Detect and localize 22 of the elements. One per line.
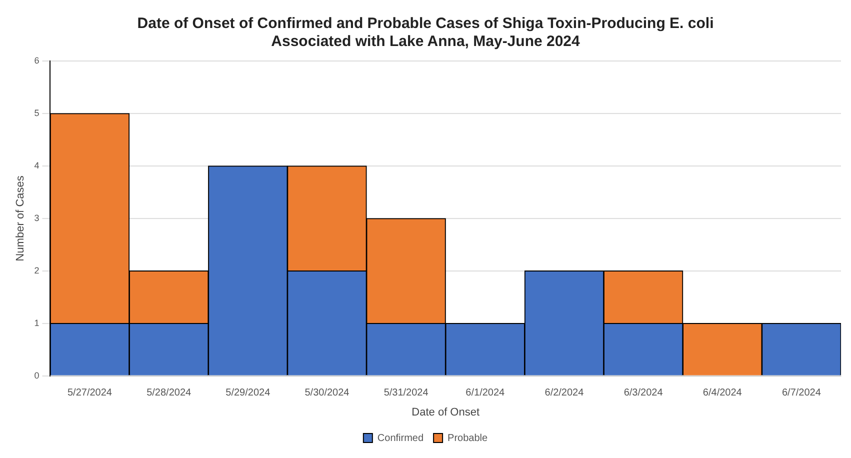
y-tick-label: 6: [34, 55, 40, 66]
y-tick-label: 0: [34, 370, 40, 380]
y-tick-label: 5: [34, 108, 40, 118]
x-tick-label: 5/29/2024: [226, 388, 271, 399]
x-tick-label: 6/2/2024: [544, 388, 584, 399]
legend-label: Probable: [448, 432, 488, 444]
x-tick-label: 6/3/2024: [624, 388, 664, 399]
y-tick-label: 3: [34, 212, 40, 223]
y-axis-title: Number of Cases: [14, 175, 27, 262]
y-tick-label: 4: [34, 160, 40, 170]
y-tick-label: 1: [34, 318, 40, 328]
x-tick-label: 5/27/2024: [67, 388, 112, 399]
chart-title: Date of Onset of Confirmed and Probable Cases of Shiga Toxin-Producing E. coli Associated with Lake Anna, May-June 2024: [137, 15, 714, 50]
x-tick-label: 6/1/2024: [466, 388, 506, 399]
x-tick-label: 6/4/2024: [702, 388, 742, 399]
x-tick-label: 5/31/2024: [384, 388, 429, 399]
x-tick-label: 5/28/2024: [146, 388, 192, 399]
x-tick-label: 6/7/2024: [782, 388, 822, 399]
legend-label: Confirmed: [377, 432, 424, 444]
y-tick-label: 2: [34, 265, 40, 276]
x-axis-title: Date of Onset: [412, 406, 480, 418]
x-tick-label: 5/30/2024: [304, 388, 350, 399]
